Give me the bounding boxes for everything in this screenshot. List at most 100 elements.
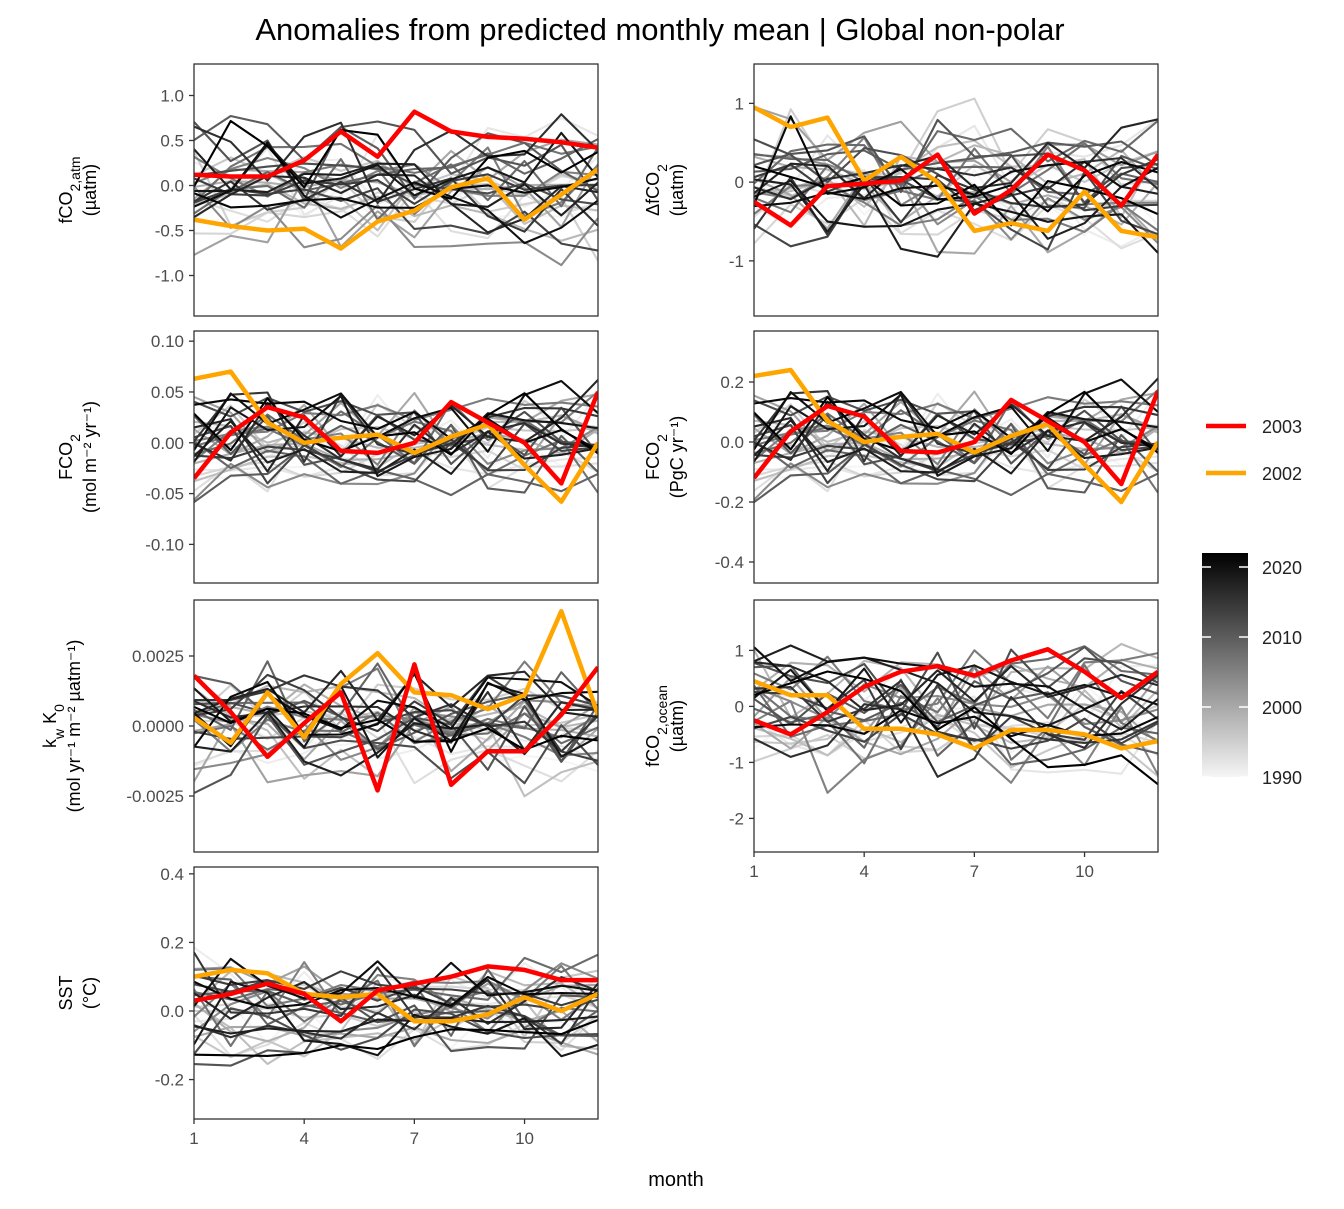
year-line bbox=[754, 178, 1158, 258]
legend-label-2002: 2002 bbox=[1262, 464, 1302, 484]
y-tick-label: -1.0 bbox=[155, 267, 184, 286]
colorbar-label: 2010 bbox=[1262, 628, 1302, 648]
colorbar bbox=[1202, 553, 1248, 777]
y-axis-unit: (µatm) bbox=[667, 164, 687, 216]
line-2003 bbox=[754, 647, 1158, 737]
year-line bbox=[194, 422, 598, 485]
year-line bbox=[194, 438, 598, 473]
year-line bbox=[754, 419, 1158, 494]
y-tick-label: 0.05 bbox=[151, 383, 184, 402]
line-2002 bbox=[194, 167, 598, 251]
year-line bbox=[194, 186, 598, 267]
y-tick-label: 0.2 bbox=[160, 933, 184, 952]
panel-frame bbox=[753, 599, 1159, 853]
highlight-lines bbox=[754, 647, 1158, 751]
panel-kwk0: -0.0025 0.0000 0.0025 kw K0(mol yr⁻¹ m⁻² µa… bbox=[40, 599, 599, 853]
line-2002 bbox=[194, 967, 598, 1024]
x-tick-label: 1 bbox=[189, 1129, 198, 1148]
year-line bbox=[754, 142, 1158, 214]
panel-frame bbox=[753, 330, 1159, 584]
year-line bbox=[754, 390, 1158, 456]
panel-fco2pgc: -0.4 -0.2 0.0 0.2 FCO2(PgC yr⁻¹) bbox=[643, 330, 1159, 584]
year-line bbox=[754, 648, 1158, 730]
year-line bbox=[754, 646, 1158, 711]
highlight-lines bbox=[194, 109, 598, 251]
y-axis-label: FCO2 bbox=[643, 434, 670, 480]
year-line bbox=[194, 120, 598, 202]
y-tick-label: 0.0 bbox=[720, 433, 744, 452]
y-tick-label: -0.2 bbox=[715, 493, 744, 512]
y-tick-label: 0 bbox=[735, 697, 744, 716]
x-tick-label: 4 bbox=[299, 1129, 308, 1148]
x-tick-label: 7 bbox=[970, 862, 979, 881]
y-axis-label: fCO2,ocean bbox=[643, 685, 670, 767]
y-tick-label: 0.2 bbox=[720, 373, 744, 392]
year-line bbox=[194, 978, 598, 1031]
y-tick-label: 0.0000 bbox=[132, 717, 184, 736]
highlight-lines bbox=[754, 105, 1158, 240]
figure-title: Anomalies from predicted monthly mean | … bbox=[255, 12, 1064, 47]
year-line bbox=[194, 151, 598, 262]
x-tick-label: 10 bbox=[1075, 862, 1094, 881]
year-line bbox=[754, 670, 1158, 786]
x-tick-label: 7 bbox=[410, 1129, 419, 1148]
year-line bbox=[194, 968, 598, 1037]
y-tick-label: -1 bbox=[729, 753, 744, 772]
y-tick-label: -0.5 bbox=[155, 222, 184, 241]
y-tick-label: 1.0 bbox=[160, 87, 184, 106]
y-axis-unit: (mol yr⁻¹ m⁻² µatm⁻¹) bbox=[64, 640, 84, 813]
y-tick-label: -0.05 bbox=[145, 485, 184, 504]
year-line bbox=[194, 980, 598, 1058]
highlight-lines bbox=[194, 964, 598, 1024]
year-line bbox=[194, 392, 598, 456]
line-2002 bbox=[194, 608, 598, 746]
y-tick-label: 0.4 bbox=[160, 865, 184, 884]
colorbar-label: 2000 bbox=[1262, 698, 1302, 718]
y-tick-label: 0.0 bbox=[160, 1002, 184, 1021]
panel-frame bbox=[193, 330, 599, 584]
panel-frame bbox=[193, 866, 599, 1120]
year-line bbox=[194, 119, 598, 200]
year-line bbox=[194, 146, 598, 221]
y-tick-label: 0.5 bbox=[160, 132, 184, 151]
line-2002 bbox=[754, 105, 1158, 240]
year-line bbox=[194, 131, 598, 197]
year-line bbox=[194, 113, 598, 205]
year-line bbox=[194, 183, 598, 242]
year-line bbox=[194, 1015, 598, 1035]
background-year-lines bbox=[194, 379, 598, 504]
year-line bbox=[194, 957, 598, 1007]
legend-label-2003: 2003 bbox=[1262, 417, 1302, 437]
year-line bbox=[194, 188, 598, 240]
x-tick-label: 1 bbox=[749, 862, 758, 881]
y-tick-label: 0 bbox=[735, 173, 744, 192]
highlight-lines bbox=[194, 608, 598, 793]
line-2003 bbox=[754, 390, 1158, 487]
y-tick-label: 0.0 bbox=[160, 177, 184, 196]
year-line bbox=[194, 1007, 598, 1055]
panel-dfco2: -1 0 1 ΔfCO2(µatm) bbox=[643, 63, 1159, 317]
y-axis-unit: (µatm) bbox=[667, 700, 687, 752]
line-2003 bbox=[754, 152, 1158, 228]
year-line bbox=[754, 421, 1158, 485]
y-axis-unit: (µatm) bbox=[80, 164, 100, 216]
year-line bbox=[194, 994, 598, 1067]
year-line bbox=[194, 660, 598, 743]
year-line bbox=[194, 379, 598, 453]
line-2003 bbox=[194, 964, 598, 1024]
year-line bbox=[754, 645, 1158, 726]
year-line bbox=[194, 425, 598, 455]
year-line bbox=[754, 165, 1158, 227]
x-tick-label: 4 bbox=[859, 862, 868, 881]
y-axis-unit: (PgC yr⁻¹) bbox=[667, 416, 687, 499]
year-line bbox=[754, 118, 1158, 200]
year-line bbox=[754, 697, 1158, 794]
y-tick-label: 1 bbox=[735, 641, 744, 660]
x-axis-title: month bbox=[648, 1169, 704, 1191]
year-line bbox=[194, 163, 598, 256]
year-line bbox=[754, 378, 1158, 453]
year-line bbox=[194, 398, 598, 451]
year-line bbox=[754, 377, 1158, 473]
y-tick-label: 0.00 bbox=[151, 434, 184, 453]
year-line bbox=[194, 117, 598, 220]
